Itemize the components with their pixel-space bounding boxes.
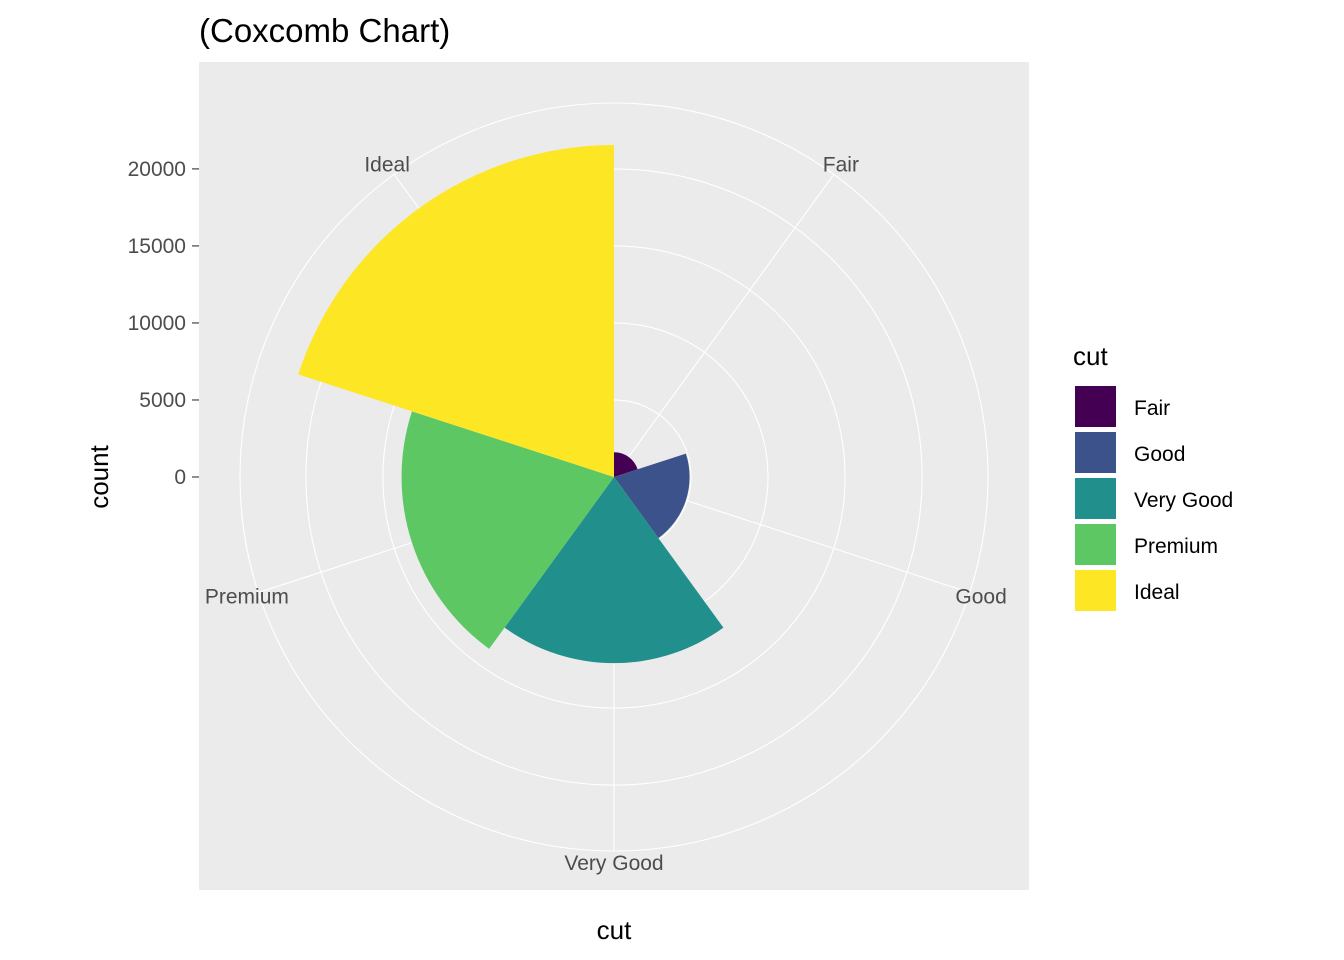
y-tick-label: 10000 — [128, 312, 186, 335]
wedge-fair — [614, 452, 638, 477]
y-tick-label: 20000 — [128, 158, 186, 181]
legend-label: Fair — [1134, 397, 1170, 420]
legend-swatch — [1073, 430, 1118, 475]
y-tick-label: 0 — [174, 466, 186, 489]
wedge-group — [298, 145, 724, 664]
x-axis-title: cut — [597, 915, 632, 945]
category-label: Premium — [205, 585, 289, 608]
y-tick-label: 15000 — [128, 235, 186, 258]
y-axis-title: count — [84, 444, 114, 508]
legend-title: cut — [1073, 341, 1108, 371]
category-label: Very Good — [564, 852, 663, 875]
wedge-very-good — [504, 477, 724, 664]
wedge-good — [614, 453, 690, 539]
wedge-ideal — [298, 145, 614, 477]
legend: cut Fair Good Very Good Premium Ideal — [1073, 341, 1233, 613]
legend-swatch — [1073, 476, 1118, 521]
category-label: Ideal — [364, 154, 410, 177]
category-label: Fair — [823, 154, 859, 177]
legend-items: Fair Good Very Good Premium Ideal — [1073, 384, 1233, 613]
legend-label: Premium — [1134, 535, 1218, 558]
category-labels: Fair Good Very Good Premium Ideal — [205, 154, 1007, 875]
wedge-premium — [401, 411, 614, 649]
legend-swatch — [1073, 522, 1118, 567]
legend-label: Good — [1134, 443, 1185, 466]
y-axis-ticks: 0 5000 10000 15000 20000 — [128, 158, 199, 489]
legend-swatch — [1073, 384, 1118, 429]
legend-swatch — [1073, 568, 1118, 613]
grid-spoke — [613, 174, 835, 478]
category-label: Good — [955, 585, 1006, 608]
y-tick-label: 5000 — [139, 389, 186, 412]
legend-label: Ideal — [1134, 581, 1180, 604]
chart-title: (Coxcomb Chart) — [199, 12, 450, 49]
legend-label: Very Good — [1134, 489, 1233, 512]
